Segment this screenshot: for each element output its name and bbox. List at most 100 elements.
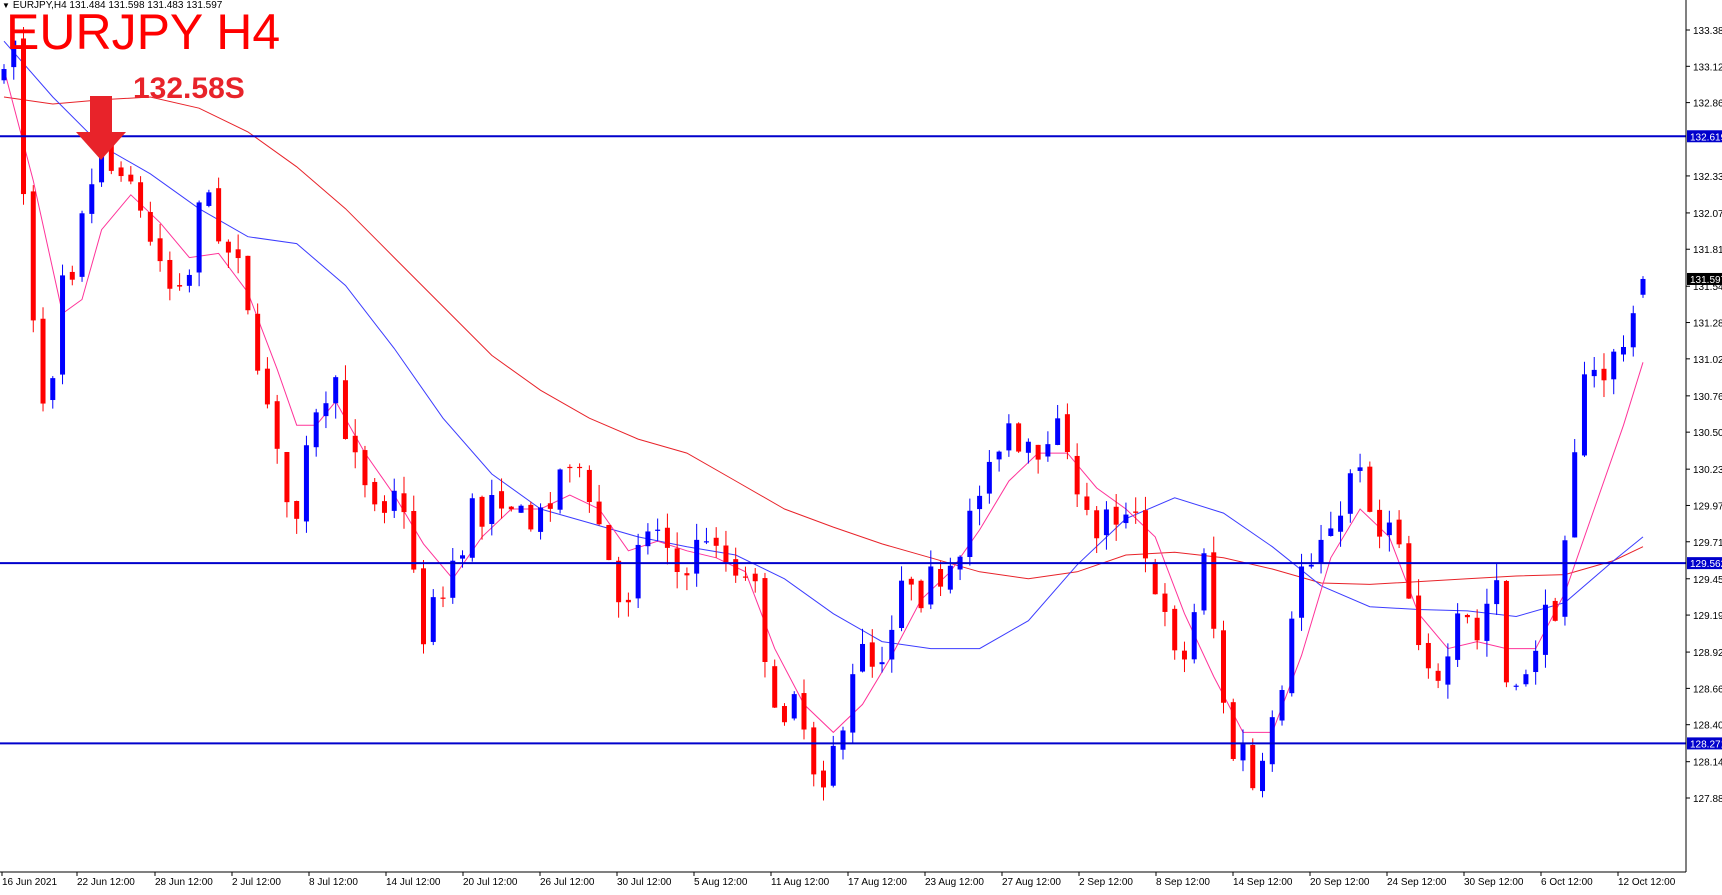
candle-body [694, 539, 700, 574]
candle-body [1338, 515, 1344, 532]
level-price-tag-bg [1687, 130, 1722, 143]
candle-body [733, 559, 739, 576]
candle-body [1503, 580, 1509, 683]
level-price-tag-bg [1687, 737, 1722, 750]
candle-body [1455, 613, 1461, 660]
candle-body [1133, 511, 1139, 513]
candle-body [1523, 674, 1529, 685]
time-tick-label: 22 Jun 12:00 [77, 877, 135, 888]
candle-body [791, 694, 797, 719]
candle-body [1572, 452, 1578, 538]
price-tick-label: 128.925 [1693, 648, 1722, 659]
candle-body [1581, 374, 1587, 456]
candle-body [625, 599, 631, 603]
price-axis[interactable]: 133.380 133.120 132.860 132.335 132.070 131.8… [0, 0, 1722, 873]
horizontal-levels[interactable]: 132.619 129.562 128.271 [0, 130, 1722, 750]
candles [1, 27, 1646, 801]
candle-body [1064, 414, 1070, 453]
sell-level-annotation: 132.58S [133, 72, 245, 105]
candle-body [469, 498, 475, 558]
chart-title-overlay: EURJPY H4 [6, 4, 281, 60]
candle-body [1533, 650, 1539, 673]
price-tick-label: 128.665 [1693, 684, 1722, 695]
time-tick-label: 2 Jul 12:00 [232, 877, 281, 888]
candle-body [538, 507, 544, 532]
candle-body [742, 576, 748, 578]
candle-body [255, 313, 261, 371]
candle-body [986, 461, 992, 494]
dropdown-triangle-icon[interactable]: ▼ [2, 1, 10, 10]
candle-body [869, 642, 875, 667]
price-tick-label: 130.760 [1693, 392, 1722, 403]
candle-body [840, 730, 846, 750]
candle-body [860, 643, 866, 672]
candle-body [99, 139, 105, 183]
candle-body [401, 493, 407, 513]
candle-body [1552, 600, 1558, 621]
time-tick-label: 23 Aug 12:00 [925, 877, 984, 888]
candle-body [1494, 580, 1500, 605]
candle-body [1094, 510, 1100, 539]
time-tick-label: 20 Jul 12:00 [463, 877, 518, 888]
candle-body [1562, 540, 1568, 617]
time-tick-label: 8 Sep 12:00 [1156, 877, 1210, 888]
candle-body [879, 662, 885, 665]
candle-body [264, 368, 270, 405]
candle-body [21, 38, 27, 195]
time-tick-label: 16 Jun 2021 [2, 877, 57, 888]
candle-body [616, 560, 622, 603]
candle-body [752, 573, 758, 582]
candle-body [781, 706, 787, 723]
candle-body [996, 451, 1002, 460]
candle-body [1240, 744, 1246, 761]
time-tick-label: 8 Jul 12:00 [309, 877, 358, 888]
time-axis[interactable]: 16 Jun 2021 22 Jun 12:00 28 Jun 12:00 2 Jul… [1, 872, 1676, 888]
candle-body [216, 188, 222, 242]
candle-body [372, 481, 378, 505]
candle-body [177, 285, 183, 287]
candle-body [284, 452, 290, 503]
candle-body [1220, 630, 1226, 703]
price-tick-label: 131.285 [1693, 319, 1722, 330]
symbol-info-text: EURJPY,H4 131.484 131.598 131.483 131.59… [12, 0, 223, 11]
price-tick-label: 131.810 [1693, 245, 1722, 256]
candle-body [313, 412, 319, 448]
level-price-tag: 132.619 [1690, 132, 1722, 143]
price-tick-label: 129.975 [1693, 501, 1722, 512]
moving-average-line-1 [3, 40, 1644, 650]
time-tick-label: 24 Sep 12:00 [1387, 877, 1447, 888]
candle-body [1591, 369, 1597, 377]
candle-body [1347, 473, 1353, 514]
candle-body [196, 202, 202, 273]
candle-body [1386, 522, 1392, 536]
arrow-shaft [90, 96, 112, 134]
candle-body [440, 597, 446, 599]
candle-body [1230, 702, 1236, 759]
candle-body [1045, 444, 1051, 457]
candle-body [889, 629, 895, 660]
candle-body [557, 469, 563, 510]
candle-body [528, 504, 534, 530]
candle-body [674, 548, 680, 573]
candle-body [118, 167, 124, 177]
candle-body [596, 501, 602, 525]
candle-body [684, 573, 690, 576]
level-price-tag-bg [1687, 557, 1722, 570]
candle-body [928, 566, 934, 605]
candle-body [489, 495, 495, 525]
candle-body [245, 255, 251, 311]
candle-body [460, 555, 466, 559]
candle-body [1152, 562, 1158, 595]
time-tick-label: 11 Aug 12:00 [771, 877, 830, 888]
price-tick-label: 132.860 [1693, 99, 1722, 110]
candle-body [274, 401, 280, 449]
candle-body [1484, 603, 1490, 641]
candle-body [1601, 368, 1607, 381]
candle-body [1435, 670, 1441, 681]
price-tick-label: 131.025 [1693, 355, 1722, 366]
candle-body [1357, 467, 1363, 471]
candle-body [1269, 717, 1275, 765]
candle-body [1055, 418, 1061, 445]
